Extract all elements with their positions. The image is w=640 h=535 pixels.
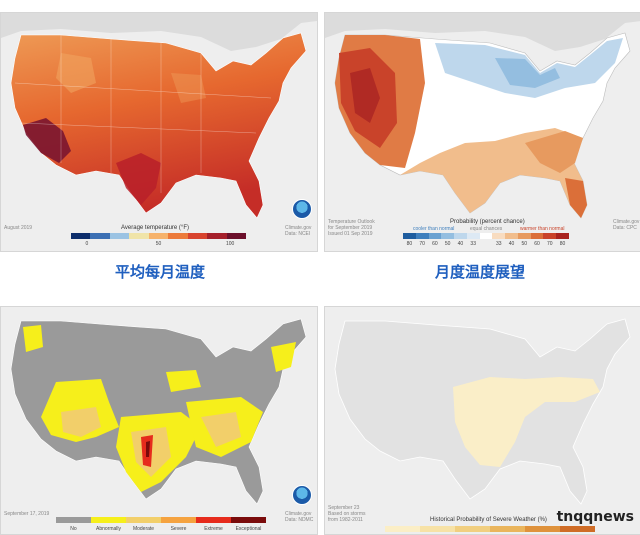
- panel-severe-weather: September 23 Based on storms from 1982-2…: [324, 306, 640, 535]
- panel-average-temperature: August 2019 Climate.gov Data: NCEI Avera…: [0, 12, 318, 252]
- watermark: tnqqnews: [556, 509, 634, 525]
- probability-color-swatch: [441, 233, 455, 239]
- outlook-legend-title: Probability (percent chance): [450, 219, 525, 225]
- outlook-issuer-1: Temperature Outlook: [328, 219, 375, 225]
- tick-label: Moderate: [132, 526, 155, 532]
- drought-color-swatch: [126, 517, 161, 523]
- outlook-cat-equal: equal chances: [470, 226, 503, 232]
- severe-color-bar: [385, 526, 595, 532]
- probability-color-swatch: [403, 233, 416, 239]
- tick-label: 33: [470, 241, 476, 247]
- avg-temp-legend-title: Average temperature (°F): [121, 225, 189, 231]
- temperature-color-swatch: [148, 233, 169, 239]
- severe-color-swatch: [455, 526, 490, 532]
- tick-label: 80: [406, 241, 413, 247]
- tick-label: 70: [419, 241, 425, 247]
- temperature-color-swatch: [109, 233, 130, 239]
- drought-color-swatch: [91, 517, 126, 523]
- tick-label: 60: [534, 241, 540, 247]
- temperature-color-swatch: [90, 233, 110, 239]
- severe-date-1: September 23: [328, 505, 360, 511]
- avg-temp-ticks: 0 50 100: [51, 241, 266, 247]
- probability-color-swatch: [454, 233, 467, 239]
- severe-color-swatch: [385, 526, 420, 532]
- temperature-color-swatch: [129, 233, 149, 239]
- probability-color-swatch: [492, 233, 506, 239]
- tick-label: Exceptional: [235, 526, 262, 532]
- panel-temperature-outlook: Temperature Outlook for September 2019 I…: [324, 12, 640, 252]
- tick-label: 100: [226, 241, 235, 247]
- drought-monitor-map: [1, 307, 317, 534]
- noaa-logo: [292, 199, 312, 219]
- avg-temp-credit-2: Data: NCEI: [285, 231, 311, 237]
- tick-label: Extreme: [204, 526, 223, 532]
- tick-label: [480, 241, 493, 247]
- drought-color-swatch: [231, 517, 266, 523]
- tick-label: 80: [559, 241, 566, 247]
- probability-color-swatch: [517, 233, 531, 239]
- caption-monthly-temperature-outlook: 月度温度展望: [434, 263, 525, 281]
- tick-label: 33: [495, 241, 502, 247]
- severe-date-3: from 1982-2011: [328, 517, 363, 523]
- drought-color-swatch: [56, 517, 91, 523]
- severe-date-2: Based on storms: [328, 511, 366, 517]
- drought-color-bar: [56, 517, 266, 523]
- outlook-credit-1: Climate.gov: [613, 219, 640, 225]
- outlook-credit-2: Data: CPC: [613, 225, 637, 231]
- drought-credit-1: Climate.gov: [285, 511, 312, 517]
- temperature-outlook-map: [325, 13, 640, 251]
- tick-label: 50: [155, 241, 162, 247]
- temperature-color-swatch: [168, 233, 188, 239]
- drought-date: September 17, 2019: [4, 511, 50, 517]
- severe-legend-title: Historical Probability of Severe Weather…: [430, 517, 547, 523]
- avg-temp-date: August 2019: [4, 225, 33, 231]
- tick-label: Severe: [170, 526, 187, 532]
- average-temperature-map: [1, 13, 317, 251]
- tick-label: 40: [457, 241, 464, 247]
- tick-label: 0: [85, 241, 89, 247]
- drought-category-labels: No Abnormally Moderate Severe Extreme Excepti…: [56, 526, 266, 532]
- tick-label: 70: [547, 241, 553, 247]
- tick-label: 50: [521, 241, 528, 247]
- panel-drought-monitor: September 17, 2019 Climate.gov Data: NDM…: [0, 306, 318, 535]
- drought-color-swatch: [161, 517, 196, 523]
- probability-color-swatch: [466, 233, 480, 239]
- tick-label: 60: [432, 241, 438, 247]
- probability-color-swatch: [543, 233, 557, 239]
- probability-color-swatch: [428, 233, 442, 239]
- avg-temp-credit-1: Climate.gov: [285, 225, 312, 231]
- probability-color-swatch: [530, 233, 544, 239]
- outlook-issuer-3: Issued 01 Sep 2019: [328, 231, 373, 237]
- temperature-color-swatch: [71, 233, 91, 239]
- tick-label: No: [70, 526, 77, 532]
- noaa-logo: [292, 485, 312, 505]
- caption-average-monthly-temperature: 平均每月温度: [114, 263, 205, 281]
- severe-color-swatch: [490, 526, 525, 532]
- tick-label: 50: [444, 241, 451, 247]
- temperature-color-swatch: [187, 233, 208, 239]
- probability-color-swatch: [479, 233, 493, 239]
- probability-color-swatch: [556, 233, 569, 239]
- tick-label: 40: [508, 241, 515, 247]
- severe-color-swatch: [420, 526, 455, 532]
- tick-label: Abnormally: [95, 526, 121, 532]
- temperature-color-swatch: [226, 233, 246, 239]
- outlook-issuer-2: for September 2019: [328, 225, 373, 231]
- avg-temp-color-bar: [71, 233, 246, 239]
- severe-weather-map: [325, 307, 640, 534]
- probability-color-swatch: [415, 233, 429, 239]
- outlook-cat-warmer: warmer than normal: [520, 226, 565, 232]
- drought-credit-2: Data: NDMC: [285, 517, 314, 523]
- severe-color-swatch: [525, 526, 560, 532]
- temperature-color-swatch: [207, 233, 227, 239]
- drought-color-swatch: [196, 517, 231, 523]
- severe-color-swatch: [560, 526, 595, 532]
- outlook-ticks: 80 70 60 50 40 33 33 40 50 60 70 80: [403, 241, 569, 247]
- probability-color-swatch: [505, 233, 518, 239]
- outlook-color-bar: [403, 233, 569, 239]
- outlook-cat-cooler: cooler than normal: [413, 226, 455, 232]
